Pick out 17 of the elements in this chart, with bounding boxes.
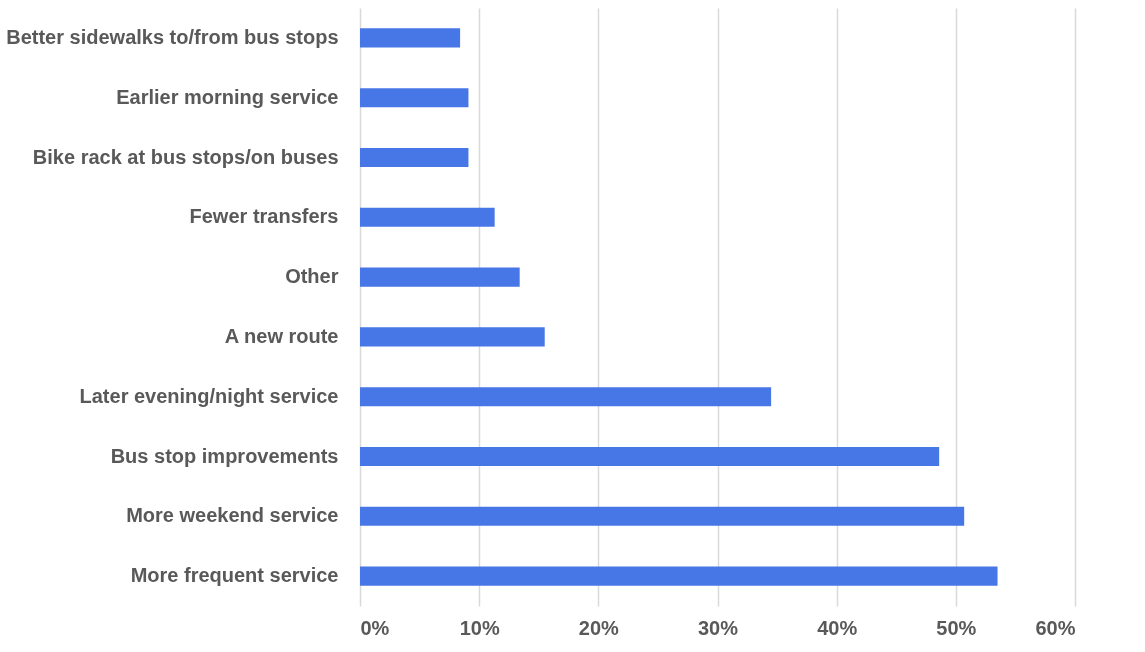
x-tick-label: 10% <box>459 616 500 639</box>
x-tick-label: 50% <box>936 616 977 639</box>
x-tick-label: 30% <box>697 616 739 639</box>
y-tick-label: Bus stop improvements <box>110 444 339 467</box>
y-tick-label: Better sidewalks to/from bus stops <box>6 25 339 48</box>
x-tick-label: 0% <box>360 616 390 639</box>
y-tick-label: More frequent service <box>130 564 339 587</box>
y-tick-label: Earlier morning service <box>116 85 339 108</box>
x-tick-label: 60% <box>1035 616 1076 639</box>
x-tick-label: 20% <box>578 616 620 639</box>
y-tick-label: Bike rack at bus stops/on buses <box>32 145 339 168</box>
x-tick-label: 40% <box>817 616 858 639</box>
y-tick-label: Other <box>285 265 339 288</box>
y-tick-label: Later evening/night service <box>79 384 339 407</box>
y-tick-label: A new route <box>224 324 339 347</box>
y-tick-label: More weekend service <box>126 504 339 527</box>
y-tick-label: Fewer transfers <box>189 205 339 228</box>
